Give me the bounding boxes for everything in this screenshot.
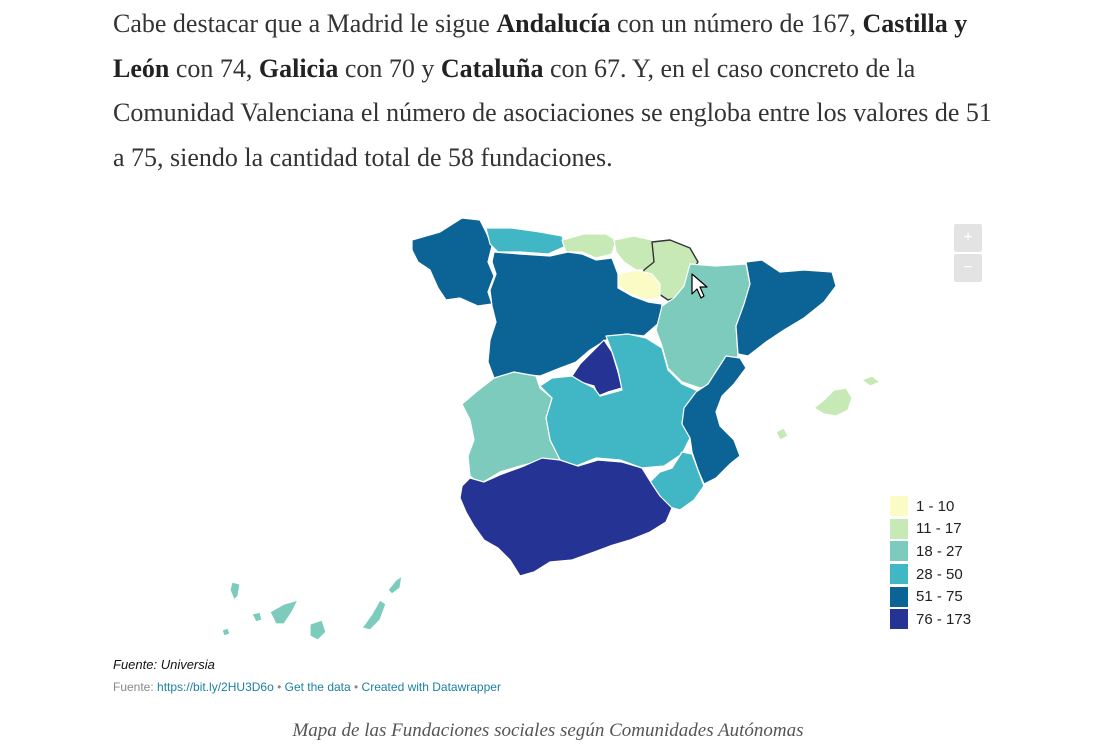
legend-label: 1 - 10 — [916, 497, 955, 515]
legend-label: 28 - 50 — [916, 565, 963, 583]
legend-swatch — [890, 564, 908, 585]
datawrapper-link[interactable]: Created with Datawrapper — [361, 680, 501, 694]
legend-item: 18 - 27 — [890, 540, 971, 563]
bold-andalucia: Andalucía — [496, 9, 611, 38]
region-andalucia[interactable] — [459, 457, 673, 577]
region-galicia[interactable] — [411, 217, 495, 307]
source-line: Fuente: https://bit.ly/2HU3D6o • Get the… — [113, 680, 501, 694]
region-baleares-menorca[interactable] — [861, 375, 881, 387]
map-legend: 1 - 10 11 - 17 18 - 27 28 - 50 51 - 75 76 - 1… — [890, 495, 971, 631]
source-prefix: Fuente: — [113, 680, 158, 694]
legend-swatch — [890, 609, 908, 630]
legend-item: 51 - 75 — [890, 585, 971, 608]
region-canarias-hierro[interactable] — [221, 627, 231, 637]
region-canarias-fuerteventura[interactable] — [361, 599, 387, 631]
region-canarias-lapalma[interactable] — [229, 581, 241, 601]
bold-cataluna: Cataluña — [440, 53, 544, 83]
legend-label: 18 - 27 — [916, 542, 963, 560]
region-cataluna[interactable] — [735, 259, 837, 357]
legend-swatch — [890, 541, 908, 562]
mouse-cursor-icon — [691, 273, 708, 299]
separator: • — [273, 680, 285, 694]
text-span: con 70 y — [338, 53, 441, 83]
region-castilla-la-mancha[interactable] — [539, 333, 701, 469]
region-extremadura[interactable] — [461, 371, 561, 485]
zoom-in-button[interactable]: + — [954, 224, 982, 252]
region-baleares-mallorca[interactable] — [813, 387, 853, 417]
article-paragraph: Cabe destacar que a Madrid le sigue Anda… — [113, 2, 993, 180]
separator: • — [350, 680, 362, 694]
source-title: Fuente: Universia — [113, 657, 215, 672]
region-canarias-lanzarote[interactable] — [387, 575, 403, 595]
legend-item: 28 - 50 — [890, 563, 971, 586]
figure-caption: Mapa de las Fundaciones sociales según C… — [292, 720, 804, 741]
text-span: Cabe destacar que a Madrid le sigue — [113, 9, 497, 38]
text-span: con 67. Y, en el caso concreto de la Com… — [113, 53, 992, 172]
region-murcia[interactable] — [647, 451, 705, 511]
legend-swatch — [890, 496, 908, 517]
region-canarias-gomera[interactable] — [251, 611, 263, 623]
region-canarias-grancanaria[interactable] — [309, 619, 327, 641]
region-la-rioja[interactable] — [617, 269, 661, 301]
bold-castilla-leon: Castilla y León — [113, 9, 968, 83]
legend-item: 1 - 10 — [890, 495, 971, 518]
zoom-out-button[interactable]: − — [954, 254, 982, 282]
legend-label: 11 - 17 — [916, 520, 962, 538]
bold-galicia: Galicia — [258, 53, 339, 83]
legend-item: 11 - 17 — [890, 518, 971, 541]
region-asturias[interactable] — [485, 227, 567, 255]
legend-swatch — [890, 586, 908, 607]
map-svg — [221, 217, 881, 641]
legend-label: 76 - 173 — [916, 610, 972, 628]
get-data-link[interactable]: Get the data — [284, 680, 351, 694]
region-valencia[interactable] — [681, 355, 747, 485]
text-span: con 74, — [169, 53, 259, 83]
legend-label: 51 - 75 — [916, 588, 963, 606]
source-link[interactable]: https://bit.ly/2HU3D6o — [157, 680, 274, 694]
legend-item: 76 - 173 — [890, 608, 971, 631]
region-canarias-tenerife[interactable] — [269, 599, 299, 625]
text-span: con un número de 167, — [610, 9, 863, 38]
choropleth-map: + − — [200, 200, 1000, 650]
region-baleares-ibiza[interactable] — [775, 427, 789, 441]
legend-swatch — [890, 518, 908, 539]
